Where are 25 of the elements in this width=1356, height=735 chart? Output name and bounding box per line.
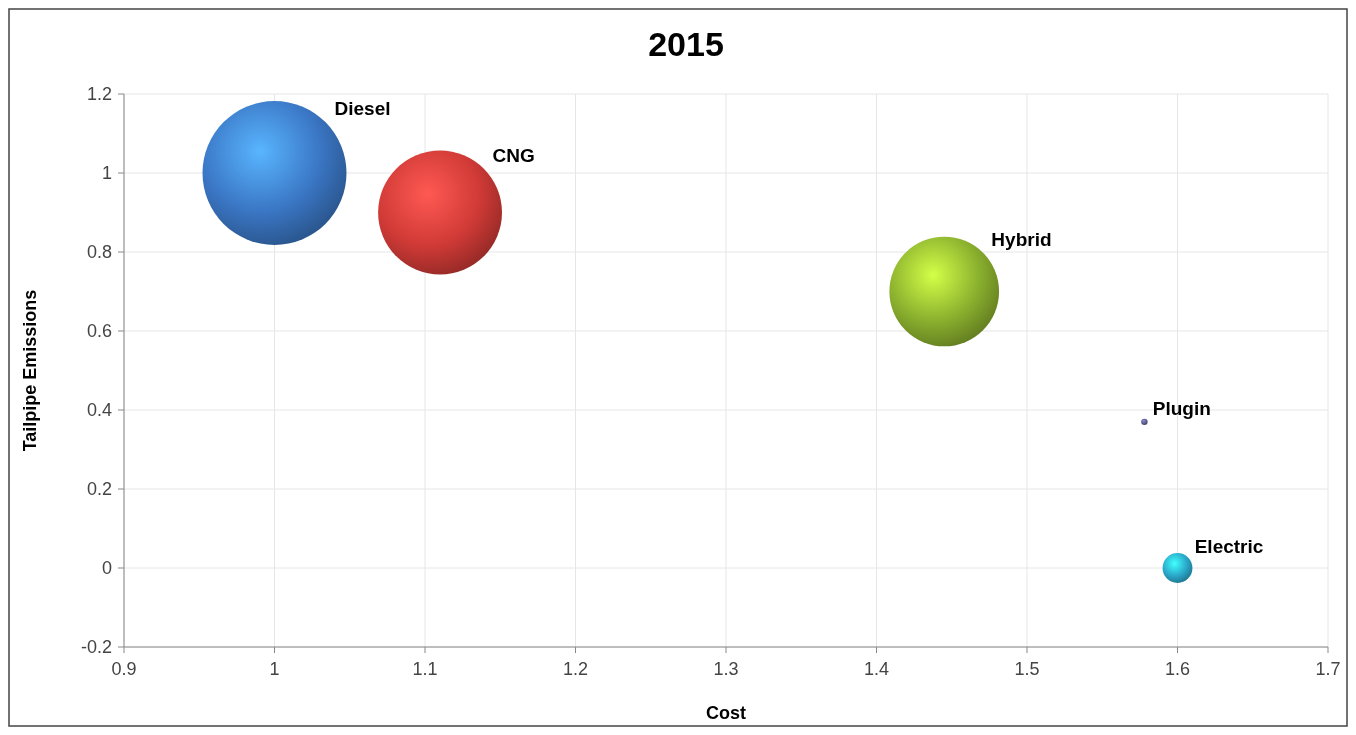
x-tick-label: 1.7 xyxy=(1315,659,1341,679)
chart-title: 2015 xyxy=(648,25,724,63)
y-tick-label: 1 xyxy=(101,163,112,183)
y-tick-label: 0.4 xyxy=(86,400,112,420)
x-tick-label: 0.9 xyxy=(111,659,137,679)
x-tick-label: 1.3 xyxy=(713,659,739,679)
series-label: Plugin xyxy=(1152,398,1211,420)
y-tick-label: 0.8 xyxy=(86,242,112,262)
series-label: CNG xyxy=(492,145,535,167)
x-tick-label: 1.5 xyxy=(1014,659,1040,679)
series-label: Hybrid xyxy=(991,229,1052,251)
y-tick-label: 0.6 xyxy=(86,321,112,341)
series-label: Electric xyxy=(1194,535,1264,557)
y-axis-title: Tailpipe Emissions xyxy=(20,289,40,452)
x-tick-label: 1.6 xyxy=(1164,659,1191,679)
x-tick-label: 1.2 xyxy=(562,659,589,679)
y-tick-label: 0.2 xyxy=(86,479,112,499)
series-label: Diesel xyxy=(334,98,391,119)
y-tick-label: 1.2 xyxy=(86,84,112,104)
y-tick-label: 0 xyxy=(101,558,112,578)
x-tick-label: 1 xyxy=(269,659,280,679)
x-tick-label: 1.1 xyxy=(412,659,438,679)
x-tick-label: 1.4 xyxy=(863,659,890,679)
x-axis-title: Cost xyxy=(706,703,746,723)
y-tick-label: -0.2 xyxy=(80,637,112,657)
